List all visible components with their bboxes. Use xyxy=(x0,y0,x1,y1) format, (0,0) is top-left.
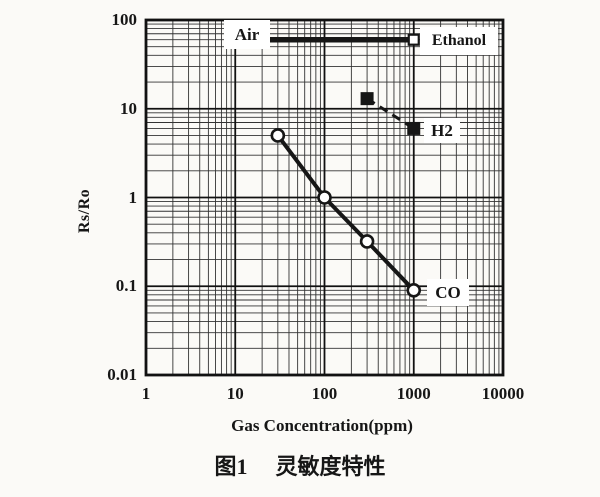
series-h2 xyxy=(360,92,421,135)
x-axis-title: Gas Concentration(ppm) xyxy=(231,416,413,435)
x-tick-label: 1000 xyxy=(396,384,431,403)
series-ethanol xyxy=(407,33,420,46)
figure-number: 图1 xyxy=(214,454,248,479)
plot-frame xyxy=(144,18,505,377)
x-tick-label: 10000 xyxy=(481,384,525,403)
y-tick-label: 100 xyxy=(111,10,138,29)
x-tick-label: 10 xyxy=(226,384,244,403)
series-label-ethanol: Ethanol xyxy=(420,27,498,55)
y-tick-label: 1 xyxy=(128,187,138,207)
x-tick-label: 1 xyxy=(141,384,151,403)
y-tick-label: 10 xyxy=(120,98,137,118)
series-label-co: CO xyxy=(427,279,469,306)
series-label-air: Air xyxy=(224,20,270,49)
series-label-h2: H2 xyxy=(424,118,460,143)
figure-title: 灵敏度特性 xyxy=(275,454,386,479)
figure-caption: 图1 灵敏度特性 xyxy=(0,449,600,481)
x-tick-label: 100 xyxy=(311,384,338,403)
y-tick-label: 0.1 xyxy=(115,276,137,296)
series-co xyxy=(270,128,422,298)
y-tick-label: 0.01 xyxy=(107,365,137,384)
